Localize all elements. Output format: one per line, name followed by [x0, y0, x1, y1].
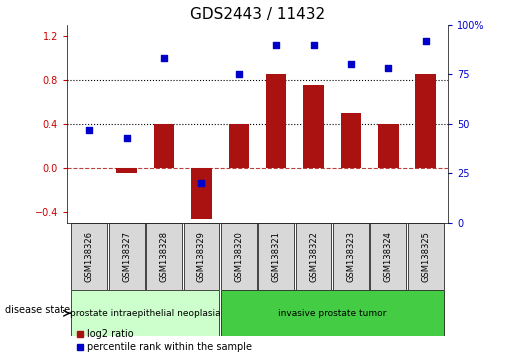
Bar [191, 168, 212, 219]
Bar [416, 74, 436, 168]
Point [160, 56, 168, 61]
Bar [183, 223, 219, 290]
Bar [378, 124, 399, 168]
Bar [72, 223, 107, 290]
Bar [154, 124, 175, 168]
Bar [116, 168, 137, 173]
Bar [109, 223, 145, 290]
Point [347, 62, 355, 67]
Bar [408, 223, 443, 290]
Text: disease state: disease state [5, 305, 70, 315]
Title: GDS2443 / 11432: GDS2443 / 11432 [190, 7, 325, 22]
Text: GSM138325: GSM138325 [421, 231, 430, 282]
Text: GSM138323: GSM138323 [347, 231, 355, 282]
Point [421, 38, 430, 44]
Point [384, 65, 392, 71]
Bar [370, 223, 406, 290]
Point [272, 42, 280, 47]
Bar [333, 223, 369, 290]
Bar [221, 290, 443, 336]
Text: GSM138320: GSM138320 [234, 231, 243, 282]
Point [85, 127, 94, 133]
Bar [72, 290, 219, 336]
Bar [221, 223, 257, 290]
Bar [340, 113, 361, 168]
Text: GSM138329: GSM138329 [197, 231, 206, 282]
Bar [303, 85, 324, 168]
Bar [258, 223, 294, 290]
Point [310, 42, 318, 47]
Bar [146, 223, 182, 290]
Bar [296, 223, 332, 290]
Text: GSM138328: GSM138328 [160, 231, 168, 282]
Bar [266, 74, 286, 168]
Text: GSM138324: GSM138324 [384, 231, 393, 282]
Text: GSM138322: GSM138322 [309, 231, 318, 282]
Text: prostate intraepithelial neoplasia: prostate intraepithelial neoplasia [70, 309, 221, 318]
Text: GSM138327: GSM138327 [122, 231, 131, 282]
Text: invasive prostate tumor: invasive prostate tumor [278, 309, 386, 318]
Text: GSM138326: GSM138326 [85, 231, 94, 282]
Point [197, 181, 205, 186]
Point [123, 135, 131, 141]
Legend: log2 ratio, percentile rank within the sample: log2 ratio, percentile rank within the s… [72, 326, 256, 354]
Point [235, 72, 243, 77]
Bar [229, 124, 249, 168]
Text: GSM138321: GSM138321 [272, 231, 281, 282]
